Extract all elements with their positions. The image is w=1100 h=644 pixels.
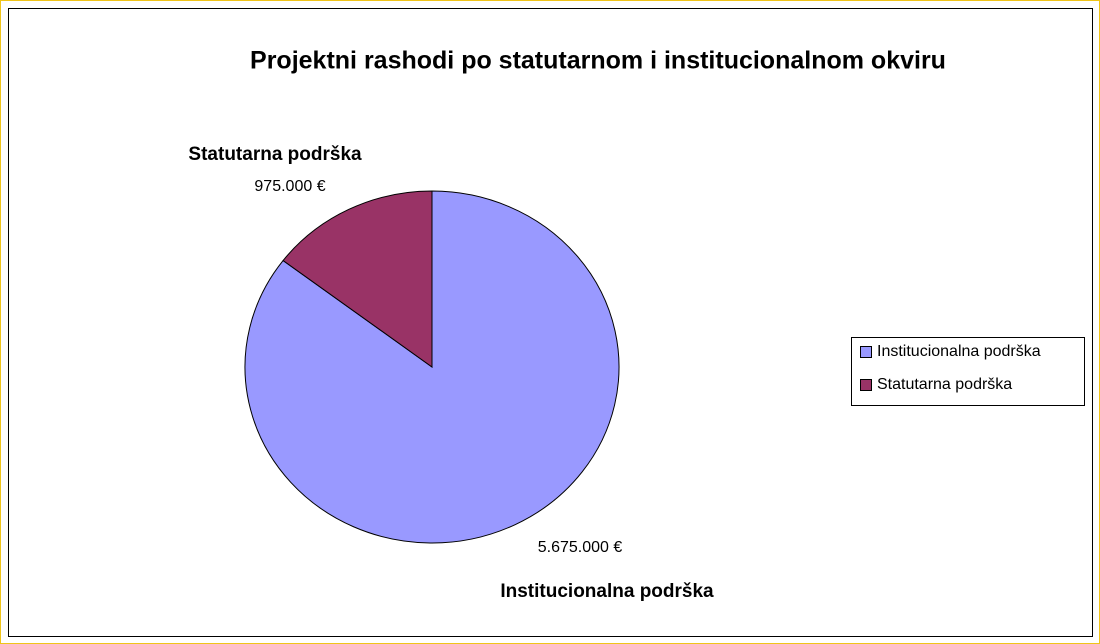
slice-value-label: 5.675.000 € xyxy=(538,539,623,556)
slice-category-label: Institucionalna podrška xyxy=(500,581,714,602)
slice-category-label: Statutarna podrška xyxy=(188,144,362,165)
slice-value-label: 975.000 € xyxy=(254,178,325,195)
legend-swatch xyxy=(860,346,872,358)
legend-swatch xyxy=(860,379,872,391)
chart-title: Projektni rashodi po statutarnom i insti… xyxy=(250,47,946,75)
legend-box xyxy=(851,337,1085,406)
legend-label: Institucionalna podrška xyxy=(877,343,1041,360)
pie-slice xyxy=(282,190,433,368)
legend-label: Statutarna podrška xyxy=(877,376,1012,393)
